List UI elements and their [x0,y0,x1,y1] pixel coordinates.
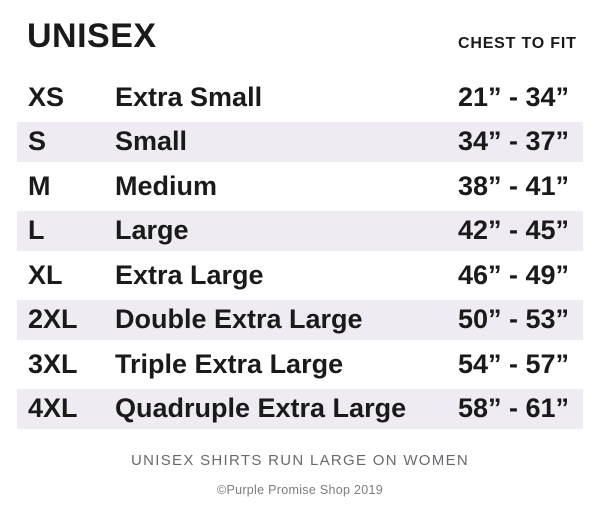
chest-range: 34” - 37” [458,126,570,157]
chest-range: 58” - 61” [458,393,570,424]
chest-range: 46” - 49” [458,259,570,290]
chest-range: 42” - 45” [458,215,570,246]
fit-note: UNISEX SHIRTS RUN LARGE ON WOMEN [130,452,470,469]
size-code: L [28,215,45,246]
size-code: XL [28,259,63,290]
size-name: Medium [115,170,218,201]
table-row-xs: XS Extra Small 21” - 34” [17,75,583,120]
table-row-l: L Large 42” - 45” [17,208,583,253]
table-row-3xl: 3XL Triple Extra Large 54” - 57” [17,342,583,387]
size-code: 3XL [28,348,78,379]
table-row-xl: XL Extra Large 46” - 49” [17,253,583,298]
size-table: XS Extra Small 21” - 34” S Small 34” - 3… [17,75,583,431]
page-title: UNISEX [27,17,157,55]
copyright: ©Purple Promise Shop 2019 [216,483,384,497]
size-name: Extra Large [115,259,264,290]
size-name: Extra Small [115,81,263,112]
size-code: 4XL [28,393,78,424]
table-row-2xl: 2XL Double Extra Large 50” - 53” [17,297,583,342]
size-name: Small [115,126,188,157]
chest-to-fit-header: CHEST TO FIT [458,35,577,52]
table-row-4xl: 4XL Quadruple Extra Large 58” - 61” [17,386,583,431]
size-name: Triple Extra Large [115,348,344,379]
size-name: Quadruple Extra Large [115,393,407,424]
size-code: 2XL [28,304,78,335]
chest-range: 54” - 57” [458,348,570,379]
size-name: Double Extra Large [115,304,363,335]
chest-range: 38” - 41” [458,170,570,201]
size-code: M [28,170,51,201]
size-name: Large [115,215,189,246]
chest-range: 21” - 34” [458,81,570,112]
size-code: S [28,126,47,157]
table-row-m: M Medium 38” - 41” [17,164,583,209]
size-code: XS [28,81,65,112]
chest-range: 50” - 53” [458,304,570,335]
table-row-s: S Small 34” - 37” [17,119,583,164]
